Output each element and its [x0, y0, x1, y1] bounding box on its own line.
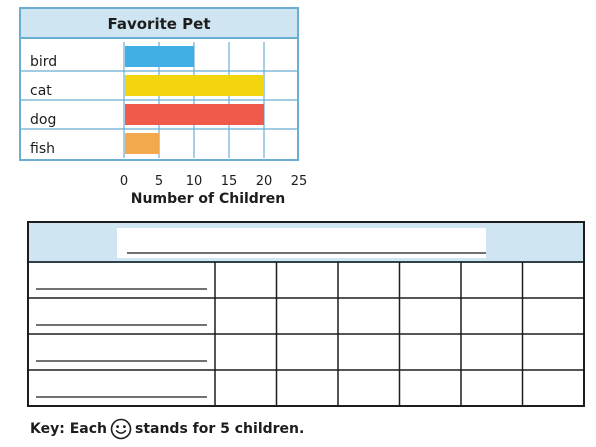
x-tick-10: 10	[186, 174, 203, 189]
key-prefix: Key: Each	[30, 421, 107, 437]
bar-fish	[125, 133, 159, 154]
x-tick-5: 5	[155, 174, 163, 189]
x-tick-0: 0	[120, 174, 128, 189]
bar-bird	[125, 46, 194, 67]
x-tick-25: 25	[291, 174, 308, 189]
bar-chart-frame	[19, 37, 299, 161]
x-tick-15: 15	[221, 174, 238, 189]
pictograph-table	[27, 221, 585, 407]
bar-dog	[125, 104, 264, 125]
category-label-bird: bird	[30, 54, 57, 70]
category-label-fish: fish	[30, 141, 55, 157]
pictograph-key: Key: Each stands for 5 children.	[30, 418, 304, 440]
pictograph-grid	[27, 221, 585, 407]
bar-chart-title: Favorite Pet	[107, 15, 210, 33]
bar-chart-title-band	[19, 7, 299, 39]
category-label-cat: cat	[30, 83, 52, 99]
bar-chart-category-labels: bird cat dog fish	[30, 54, 57, 157]
x-tick-20: 20	[256, 174, 273, 189]
bar-chart-tick-labels: 0 5 10 15 20 25	[120, 174, 307, 189]
category-label-dog: dog	[30, 112, 56, 128]
smiley-face-icon	[110, 418, 132, 440]
bar-chart-bars	[125, 46, 264, 154]
key-suffix: stands for 5 children.	[134, 421, 305, 437]
bar-cat	[125, 75, 264, 96]
favorite-pet-bar-chart: Favorite Pet bird cat dog fish 0 5 10 15…	[19, 7, 307, 207]
x-axis-label: Number of Children	[131, 191, 285, 207]
pictograph-frame	[27, 221, 585, 407]
